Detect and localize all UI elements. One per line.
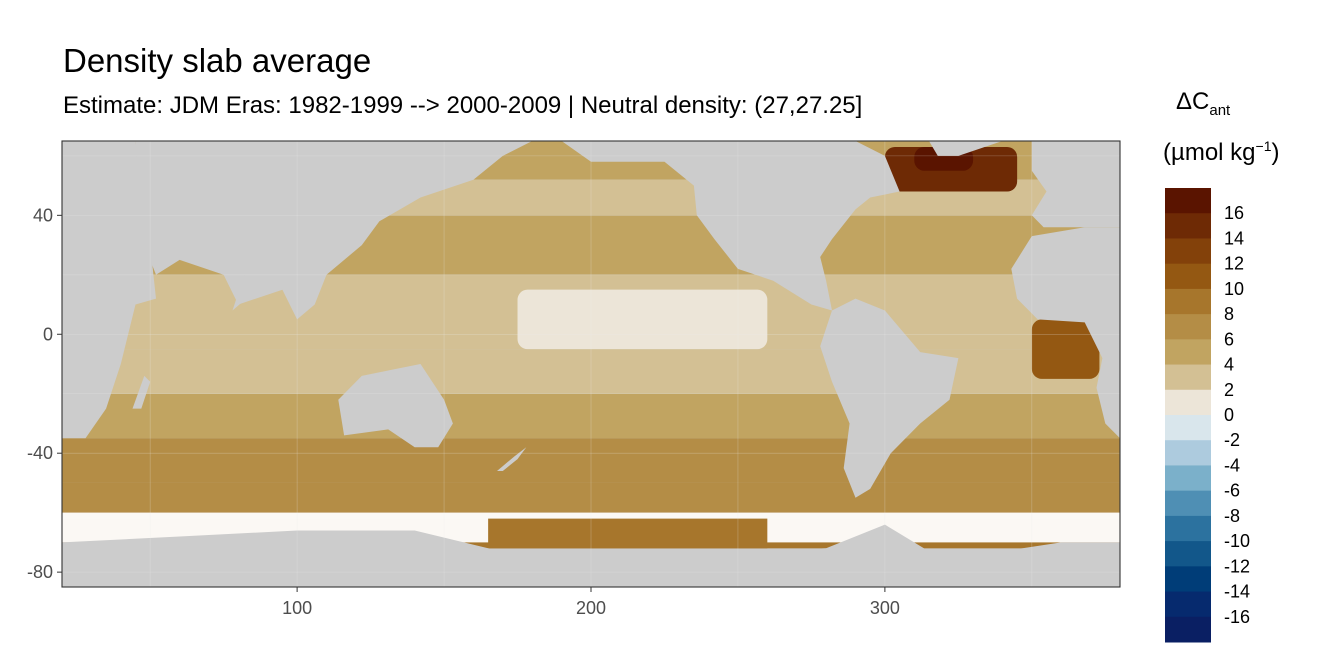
land-africa-east-wrap [1011, 227, 1120, 439]
legend-swatch [1165, 339, 1211, 366]
legend-title: ΔCant [1176, 88, 1231, 119]
legend-label: -4 [1224, 455, 1240, 475]
y-tick-label: -80 [27, 562, 53, 582]
x-tick-label: 200 [576, 598, 606, 618]
legend-swatch [1165, 591, 1211, 618]
legend-label: 0 [1224, 405, 1234, 425]
land-australia [338, 364, 453, 448]
land-india-arabia-gap [232, 268, 274, 311]
legend-swatch [1165, 238, 1211, 265]
y-tick-label: 0 [43, 324, 53, 344]
chart-subtitle: Estimate: JDM Eras: 1982-1999 --> 2000-2… [63, 92, 863, 119]
color-legend: 16 14 12 10 8 6 4 2 0 -2 -4 -6 -8 -10 -12 -14 -16 [1165, 188, 1250, 643]
land-eurasia [135, 141, 533, 320]
x-tick-label: 100 [282, 598, 312, 618]
land-new-zealand [497, 447, 527, 471]
legend-swatch [1165, 490, 1211, 517]
legend-label: -8 [1224, 506, 1240, 526]
legend-label: 4 [1224, 355, 1234, 375]
legend-label: 14 [1224, 228, 1244, 248]
hotspot-3 [517, 289, 768, 350]
legend-label: -6 [1224, 481, 1240, 501]
land-north-america [561, 141, 900, 311]
legend-swatch [1165, 566, 1211, 593]
legend-swatch [1165, 213, 1211, 239]
legend-swatch [1165, 415, 1211, 441]
legend-swatch [1165, 515, 1211, 542]
legend-swatch [1165, 364, 1211, 391]
legend-swatch [1165, 288, 1211, 315]
legend-label: 12 [1224, 254, 1244, 274]
land-madagascar [132, 375, 151, 409]
legend-label: -16 [1224, 607, 1250, 627]
y-tick-label: -40 [27, 443, 53, 463]
legend-label: 6 [1224, 329, 1234, 349]
legend-label: -12 [1224, 556, 1250, 576]
legend-label: -2 [1224, 430, 1240, 450]
ocean-band-6 [62, 438, 1120, 483]
ross-sea-region [488, 518, 768, 549]
land-africa [62, 141, 156, 439]
legend-label: 2 [1224, 380, 1234, 400]
legend-swatch [1165, 263, 1211, 290]
legend-swatch [1165, 616, 1211, 643]
legend-swatch [1165, 314, 1211, 340]
y-tick-label: 40 [33, 205, 53, 225]
land-antarctica [62, 524, 1120, 587]
legend-label: -10 [1224, 531, 1250, 551]
land-south-america [820, 298, 959, 498]
legend-unit: (µmol kg−1) [1163, 138, 1280, 166]
x-tick-label: 300 [870, 598, 900, 618]
legend-swatch [1165, 440, 1211, 466]
legend-label: 10 [1224, 279, 1244, 299]
legend-swatch [1165, 465, 1211, 492]
legend-swatch [1165, 188, 1211, 214]
legend-label: 8 [1224, 304, 1234, 324]
plot-area [62, 141, 1120, 587]
legend-swatch [1165, 541, 1211, 567]
legend-swatch [1165, 389, 1211, 416]
hotspot-2 [1031, 319, 1100, 379]
map-layers [62, 141, 1120, 587]
land-europe [1031, 141, 1120, 228]
legend-label: -14 [1224, 582, 1250, 602]
chart-title: Density slab average [63, 42, 372, 79]
legend-label: 16 [1224, 203, 1244, 223]
land-greenland [929, 141, 1003, 156]
